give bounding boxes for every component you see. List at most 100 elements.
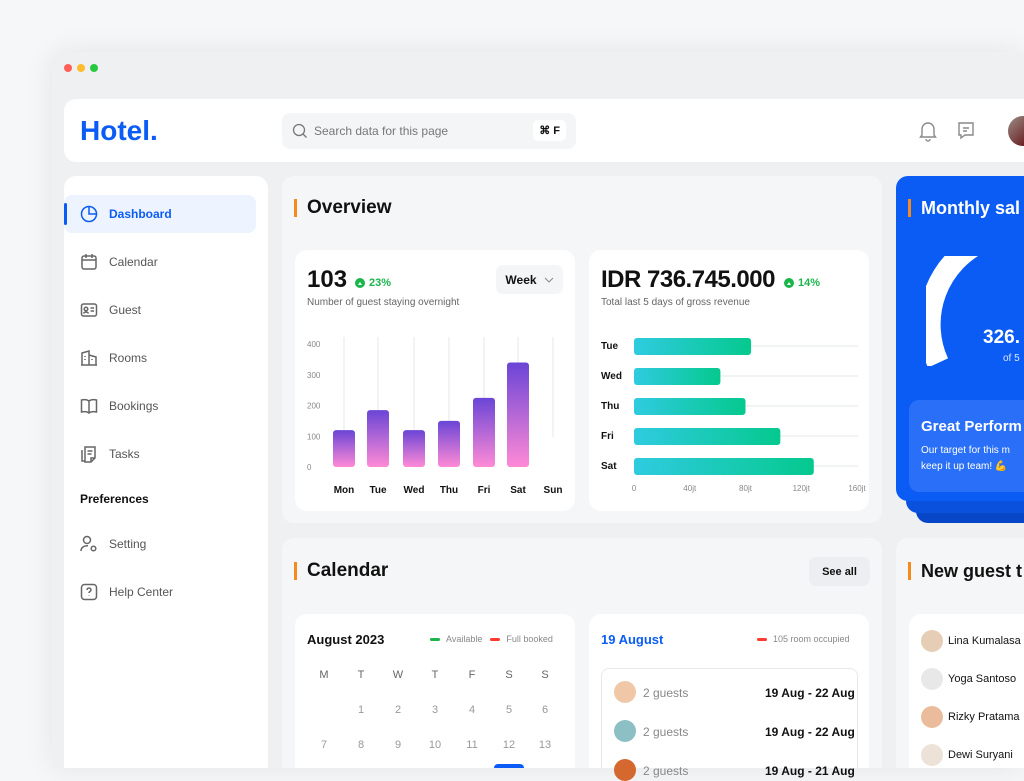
bar-thu bbox=[438, 420, 460, 467]
sidebar-item-tasks[interactable]: Tasks bbox=[64, 435, 256, 473]
guest-avatar bbox=[614, 681, 636, 703]
calendar-day[interactable]: 2 bbox=[394, 704, 402, 716]
x-tick-label: 160jt bbox=[848, 484, 866, 493]
bar-mon bbox=[333, 430, 355, 467]
minimize-window-button[interactable] bbox=[77, 64, 85, 72]
booking-guests: 2 guests bbox=[643, 764, 689, 778]
calendar-day[interactable]: 7 bbox=[320, 739, 328, 751]
guest-name[interactable]: Lina Kumalasa bbox=[948, 635, 1021, 647]
legend-available: Available bbox=[430, 634, 482, 644]
weekday-label: W bbox=[392, 669, 404, 681]
period-dropdown[interactable]: Week bbox=[496, 265, 563, 294]
guest-count: 103 bbox=[307, 266, 348, 293]
sidebar-item-calendar[interactable]: Calendar bbox=[64, 243, 256, 281]
building-icon bbox=[81, 350, 97, 366]
sales-target: of 5 bbox=[1003, 353, 1020, 364]
sidebar-item-help-center[interactable]: Help Center bbox=[64, 573, 256, 611]
y-tick-label: 200 bbox=[307, 402, 321, 411]
selected-date[interactable] bbox=[494, 764, 524, 768]
y-tick-label: 400 bbox=[307, 340, 321, 349]
weekday-label: S bbox=[505, 669, 513, 681]
bell-icon[interactable] bbox=[918, 120, 938, 142]
y-tick-label: Wed bbox=[601, 371, 622, 382]
sidebar-item-setting[interactable]: Setting bbox=[64, 525, 256, 563]
calendar-day[interactable]: 10 bbox=[428, 739, 442, 751]
close-window-button[interactable] bbox=[64, 64, 72, 72]
new-guest-title: New guest t bbox=[908, 562, 1022, 580]
period-value: Week bbox=[505, 272, 537, 287]
revenue-change: 14% bbox=[798, 277, 821, 289]
guest-name[interactable]: Rizky Pratama bbox=[948, 711, 1020, 723]
weekday-label: M bbox=[319, 669, 329, 681]
booking-guests: 2 guests bbox=[643, 725, 689, 739]
selected-day-title: 19 August bbox=[601, 632, 664, 647]
pie-chart-icon bbox=[80, 205, 98, 223]
booking-list bbox=[601, 668, 858, 768]
bar-tue bbox=[634, 338, 752, 355]
bar-wed bbox=[403, 430, 425, 467]
weekday-label: T bbox=[431, 669, 439, 681]
weekday-label: T bbox=[357, 669, 365, 681]
month-label: August 2023 bbox=[307, 632, 385, 647]
calendar-day[interactable]: 12 bbox=[502, 739, 516, 751]
maximize-window-button[interactable] bbox=[90, 64, 98, 72]
calendar-day[interactable]: 5 bbox=[505, 704, 513, 716]
performance-box: Great Perform Our target for this m keep… bbox=[909, 400, 1024, 492]
x-tick-label: Sun bbox=[544, 485, 563, 496]
booking-dates[interactable]: 19 Aug - 22 Aug bbox=[765, 725, 855, 739]
calendar-day[interactable]: 3 bbox=[431, 704, 439, 716]
calendar-day[interactable]: 9 bbox=[394, 739, 402, 751]
preferences-heading: Preferences bbox=[80, 492, 149, 506]
sidebar-item-rooms[interactable]: Rooms bbox=[64, 339, 256, 377]
calendar-day[interactable]: 1 bbox=[357, 704, 365, 716]
logo: Hotel. bbox=[80, 115, 158, 146]
calendar-day[interactable]: 4 bbox=[468, 704, 476, 716]
booking-guests: 2 guests bbox=[643, 686, 689, 700]
notes-icon bbox=[81, 446, 96, 463]
y-tick-label: 300 bbox=[307, 371, 321, 380]
sales-value: 326. bbox=[983, 327, 1020, 348]
guest-name[interactable]: Dewi Suryani bbox=[948, 749, 1013, 761]
calendar-icon bbox=[81, 254, 97, 270]
y-tick-label: 100 bbox=[307, 432, 321, 441]
x-tick-label: Tue bbox=[369, 485, 386, 496]
user-avatar[interactable] bbox=[1008, 116, 1024, 146]
revenue-change-badge: 14% bbox=[784, 277, 820, 289]
guest-change: 23% bbox=[369, 277, 392, 289]
see-all-button[interactable]: See all bbox=[809, 557, 870, 586]
sidebar-item-guest[interactable]: Guest bbox=[64, 291, 256, 329]
x-tick-label: Fri bbox=[478, 485, 491, 496]
y-tick-label: Sat bbox=[601, 461, 617, 472]
sidebar-item-label: Setting bbox=[109, 537, 147, 551]
bar-sat bbox=[634, 458, 814, 475]
y-tick-label: Fri bbox=[601, 431, 614, 442]
sidebar-item-label: Rooms bbox=[109, 351, 148, 365]
y-tick-label: 0 bbox=[307, 463, 312, 472]
revenue-bar-chart: Tue Wed Thu Fri Sat 0 40jt 80jt 120jt 160jt bbox=[601, 338, 866, 493]
occupancy: 105 room occupied bbox=[757, 634, 850, 644]
occupancy-text: 105 room occupied bbox=[773, 634, 850, 644]
arrow-up-icon bbox=[355, 278, 365, 288]
performance-text: keep it up team! 💪 bbox=[921, 461, 1008, 472]
chat-icon[interactable] bbox=[956, 120, 976, 142]
x-tick-label: Wed bbox=[404, 485, 425, 496]
booking-dates[interactable]: 19 Aug - 21 Aug bbox=[765, 764, 855, 778]
calendar-day[interactable]: 6 bbox=[541, 704, 549, 716]
calendar-day[interactable]: 11 bbox=[466, 739, 478, 751]
sidebar-item-dashboard[interactable]: Dashboard bbox=[64, 195, 256, 233]
sidebar-item-bookings[interactable]: Bookings bbox=[64, 387, 256, 425]
guest-avatar bbox=[921, 744, 943, 766]
x-tick-label: 120jt bbox=[793, 484, 811, 493]
calendar-title: Calendar bbox=[294, 561, 388, 580]
overview-title: Overview bbox=[294, 198, 392, 217]
legend-label: Full booked bbox=[506, 634, 553, 644]
sales-gauge bbox=[926, 256, 979, 366]
weekday-label: S bbox=[541, 669, 549, 681]
legend-full-booked: Full booked bbox=[490, 634, 553, 644]
guest-name[interactable]: Yoga Santoso bbox=[948, 673, 1017, 685]
calendar-day[interactable]: 13 bbox=[538, 739, 552, 751]
search-input[interactable]: Search data for this page ⌘ F bbox=[282, 113, 576, 149]
calendar-day[interactable]: 8 bbox=[357, 739, 365, 751]
bar-fri bbox=[473, 397, 495, 467]
booking-dates[interactable]: 19 Aug - 22 Aug bbox=[765, 686, 855, 700]
